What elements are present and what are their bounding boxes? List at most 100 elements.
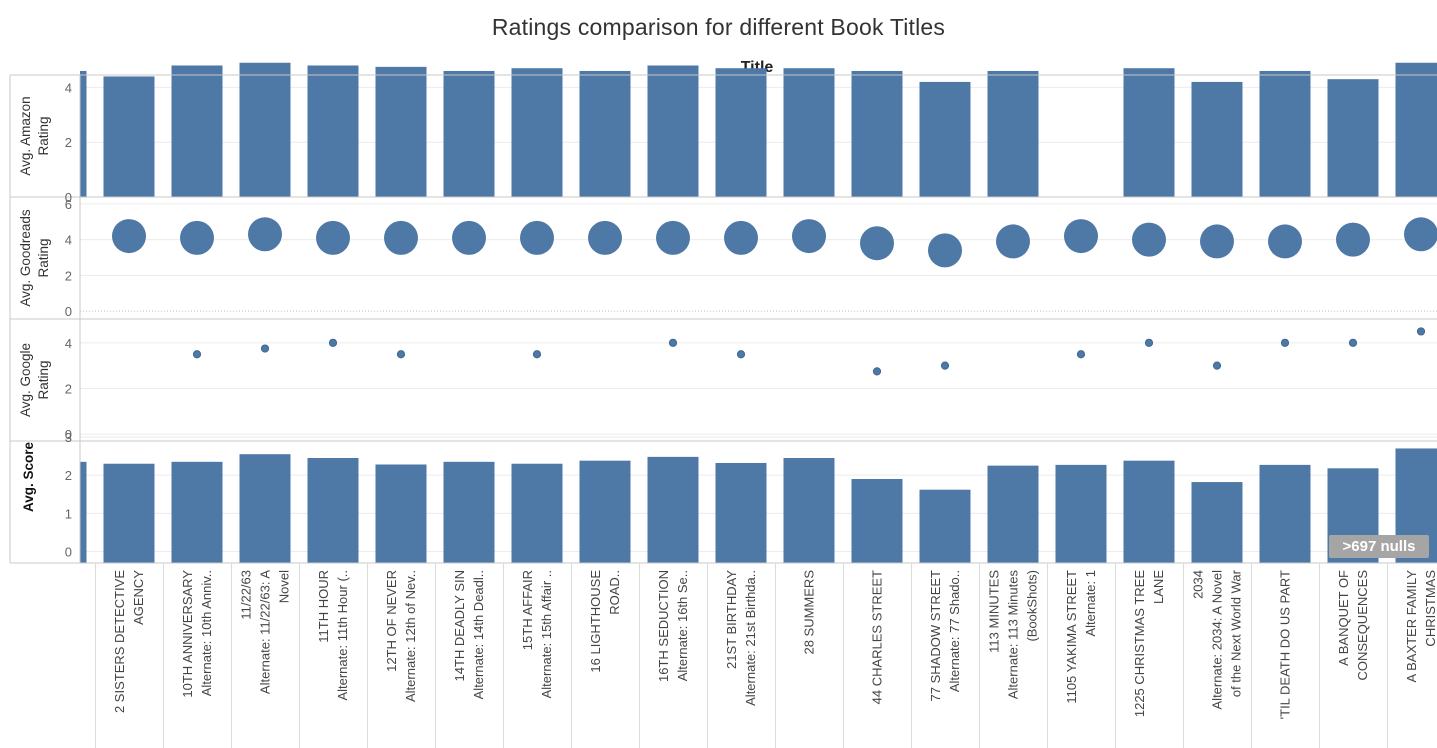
- y-tick-google-0: 0: [65, 427, 72, 442]
- bar-score-4[interactable]: [307, 458, 359, 563]
- y-tick-goodreads-4: 4: [65, 233, 72, 248]
- point-goodreads-18[interactable]: [1268, 224, 1302, 259]
- point-google-2[interactable]: [192, 350, 202, 359]
- chart-marks: [36, 62, 1437, 563]
- bar-score-3[interactable]: [239, 454, 291, 563]
- bar-score-8[interactable]: [579, 460, 631, 563]
- point-google-3[interactable]: [260, 344, 270, 353]
- bar-amazon-2[interactable]: [171, 65, 223, 197]
- bar-score-1[interactable]: [103, 463, 155, 563]
- point-goodreads-8[interactable]: [588, 220, 622, 255]
- point-google-16[interactable]: [1144, 338, 1154, 347]
- point-google-18[interactable]: [1280, 338, 1290, 347]
- bar-amazon-17[interactable]: [1191, 81, 1243, 197]
- point-google-9[interactable]: [668, 338, 678, 347]
- point-goodreads-15[interactable]: [1064, 219, 1098, 254]
- x-label-7: 15TH AFFAIR Alternate: 15th Affair ..: [520, 570, 554, 698]
- y-tick-score-1: 1: [65, 506, 72, 521]
- bar-score-18[interactable]: [1259, 464, 1311, 563]
- point-goodreads-1[interactable]: [112, 219, 146, 254]
- point-google-12[interactable]: [872, 367, 882, 376]
- point-goodreads-19[interactable]: [1336, 222, 1370, 257]
- point-goodreads-17[interactable]: [1200, 224, 1234, 259]
- x-label-16: 1225 CHRISTMAS TREE LANE: [1132, 570, 1166, 717]
- bar-amazon-14[interactable]: [987, 70, 1039, 197]
- bar-amazon-11[interactable]: [783, 68, 835, 197]
- bar-amazon-5[interactable]: [375, 66, 427, 197]
- y-tick-amazon-4: 4: [65, 80, 72, 95]
- bar-amazon-0[interactable]: [36, 70, 87, 197]
- point-google-10[interactable]: [736, 350, 746, 359]
- point-goodreads-13[interactable]: [928, 233, 962, 268]
- point-google-7[interactable]: [532, 350, 542, 359]
- bar-score-17[interactable]: [1191, 482, 1243, 563]
- bar-amazon-20[interactable]: [1395, 62, 1437, 197]
- bar-amazon-9[interactable]: [647, 65, 699, 197]
- x-label-8: 16 LIGHTHOUSE ROAD..: [588, 570, 622, 673]
- y-tick-score-2: 2: [65, 468, 72, 483]
- bar-amazon-12[interactable]: [851, 70, 903, 197]
- bar-score-14[interactable]: [987, 465, 1039, 563]
- bar-score-15[interactable]: [1055, 464, 1107, 563]
- point-google-15[interactable]: [1076, 350, 1086, 359]
- point-goodreads-12[interactable]: [860, 226, 894, 261]
- y-axis-title-amazon: Avg. Amazon Rating: [18, 96, 51, 175]
- bar-amazon-7[interactable]: [511, 68, 563, 197]
- bar-amazon-6[interactable]: [443, 70, 495, 197]
- point-google-5[interactable]: [396, 350, 406, 359]
- point-goodreads-3[interactable]: [248, 217, 282, 252]
- point-google-20[interactable]: [1416, 327, 1426, 336]
- point-goodreads-6[interactable]: [452, 220, 486, 255]
- bar-amazon-19[interactable]: [1327, 79, 1379, 197]
- bar-amazon-10[interactable]: [715, 68, 767, 197]
- x-label-9: 16TH SEDUCTION Alternate: 16th Se..: [656, 570, 690, 682]
- x-label-13: 77 SHADOW STREET Alternate: 77 Shado..: [928, 570, 962, 702]
- y-axis-title-goodreads: Avg. Goodreads Rating: [18, 209, 51, 307]
- bar-score-2[interactable]: [171, 461, 223, 563]
- bar-score-11[interactable]: [783, 458, 835, 563]
- bar-amazon-13[interactable]: [919, 81, 971, 197]
- bar-score-9[interactable]: [647, 456, 699, 563]
- y-tick-google-4: 4: [65, 336, 72, 351]
- bar-amazon-4[interactable]: [307, 65, 359, 197]
- point-google-19[interactable]: [1348, 338, 1358, 347]
- point-goodreads-11[interactable]: [792, 219, 826, 254]
- null-count-badge[interactable]: >697 nulls: [1329, 535, 1429, 558]
- point-goodreads-14[interactable]: [996, 224, 1030, 259]
- bar-amazon-1[interactable]: [103, 76, 155, 197]
- y-tick-score-0: 0: [65, 545, 72, 560]
- bar-amazon-16[interactable]: [1123, 68, 1175, 197]
- point-goodreads-9[interactable]: [656, 220, 690, 255]
- bar-amazon-8[interactable]: [579, 70, 631, 197]
- point-goodreads-7[interactable]: [520, 220, 554, 255]
- bar-score-7[interactable]: [511, 463, 563, 563]
- bar-score-5[interactable]: [375, 464, 427, 563]
- x-label-11: 28 SUMMERS: [802, 570, 817, 655]
- bar-amazon-18[interactable]: [1259, 70, 1311, 197]
- point-goodreads-16[interactable]: [1132, 222, 1166, 257]
- point-goodreads-4[interactable]: [316, 220, 350, 255]
- bar-score-6[interactable]: [443, 461, 495, 563]
- chart-title: Ratings comparison for different Book Ti…: [491, 14, 946, 40]
- bar-score-16[interactable]: [1123, 460, 1175, 563]
- point-goodreads-5[interactable]: [384, 220, 418, 255]
- bar-score-10[interactable]: [715, 462, 767, 563]
- bar-score-13[interactable]: [919, 489, 971, 563]
- point-goodreads-10[interactable]: [724, 220, 758, 255]
- bar-score-12[interactable]: [851, 479, 903, 563]
- bar-amazon-3[interactable]: [239, 62, 291, 197]
- x-label-1: 2 SISTERS DETECTIVE AGENCY: [112, 570, 146, 713]
- point-goodreads-20[interactable]: [1404, 217, 1437, 252]
- x-label-19: A BANQUET OF CONSEQUENCES: [1336, 570, 1370, 681]
- point-google-4[interactable]: [328, 338, 338, 347]
- y-tick-amazon-0: 0: [65, 190, 72, 205]
- y-axis-title-score: Avg. Score: [21, 441, 36, 512]
- point-google-13[interactable]: [940, 361, 950, 370]
- point-google-17[interactable]: [1212, 361, 1222, 370]
- y-axis-title-google: Avg. Google Rating: [18, 343, 51, 417]
- point-goodreads-2[interactable]: [180, 220, 214, 255]
- bar-score-0[interactable]: [36, 461, 87, 563]
- x-axis-labels: 2 SISTERS DETECTIVE AGENCY 10TH ANNIVERSAR…: [112, 569, 1437, 719]
- x-label-10: 21ST BIRTHDAY Alternate: 21st Birthda..: [724, 570, 758, 706]
